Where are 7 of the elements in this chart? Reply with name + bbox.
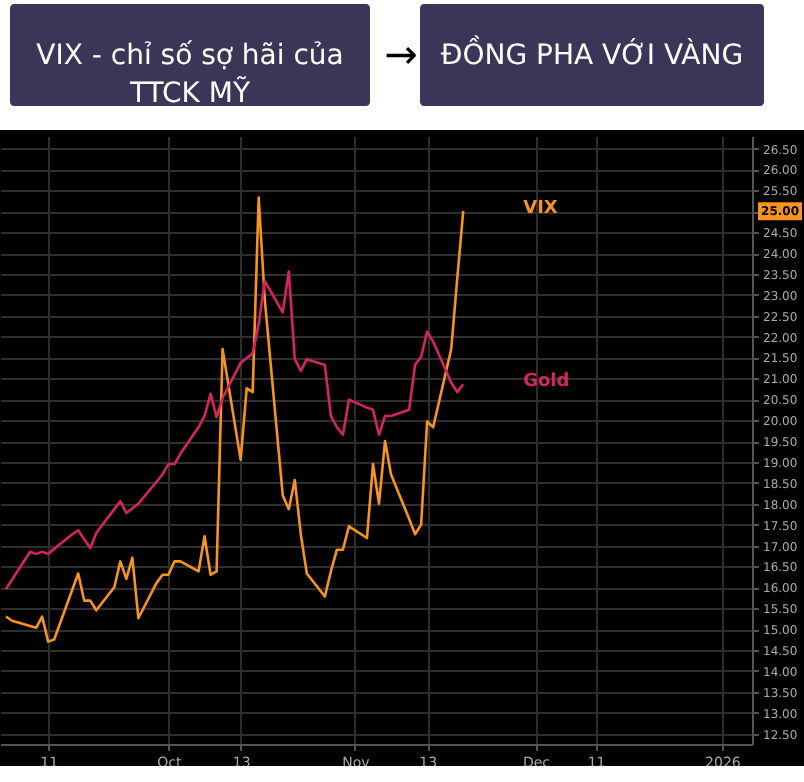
text: Gold (523, 372, 570, 393)
text: ĐỒNG PHA VỚI VÀNG (440, 34, 744, 72)
text: → (384, 30, 418, 78)
text: VIX (523, 199, 558, 220)
text: VIX - chỉ số sợ hãi của TTCK MỸ (36, 40, 344, 110)
line-series (4, 270, 465, 591)
line-series (4, 196, 465, 643)
